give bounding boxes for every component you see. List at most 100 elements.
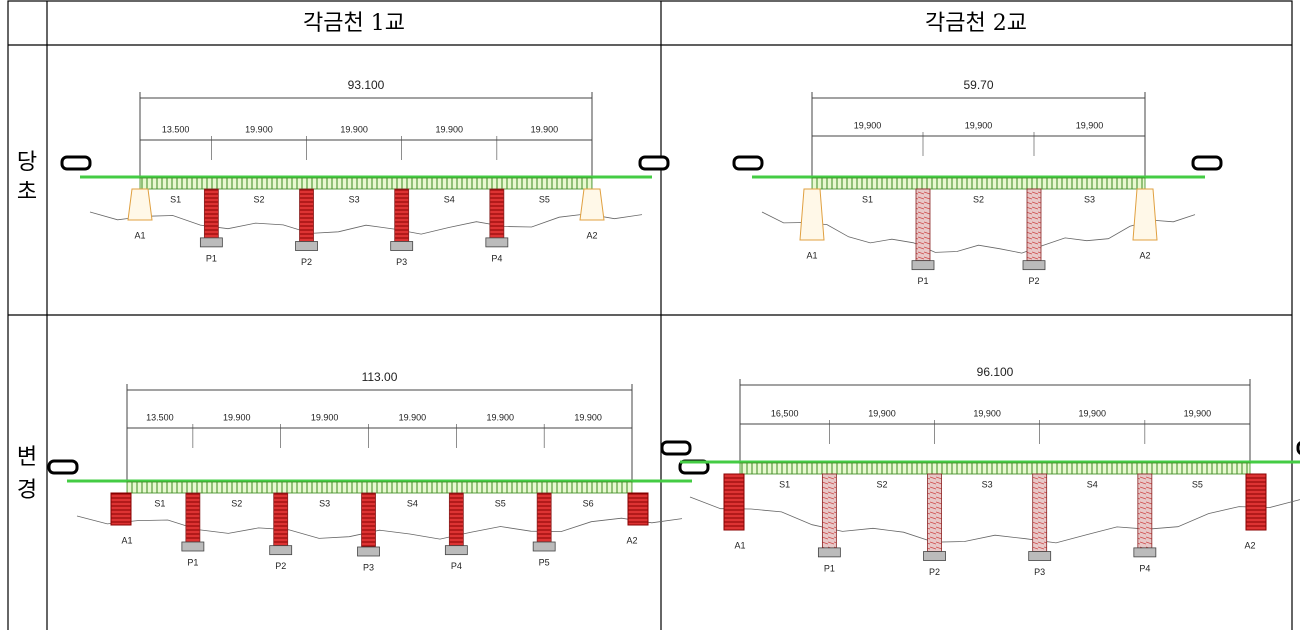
abutment xyxy=(724,474,744,530)
span-name: S1 xyxy=(154,498,165,508)
support-name: P1 xyxy=(187,557,198,567)
span-name: S2 xyxy=(231,498,242,508)
girder xyxy=(127,482,632,493)
total-length: 59.70 xyxy=(963,78,993,92)
pier xyxy=(395,189,409,242)
pier xyxy=(362,493,376,547)
ground-line xyxy=(762,212,1195,253)
footing xyxy=(182,542,204,551)
span-name: S2 xyxy=(253,194,264,204)
column-header: 각금천 1교 xyxy=(303,11,405,36)
footing xyxy=(270,546,292,555)
pier xyxy=(490,189,504,238)
support-name: A2 xyxy=(1244,540,1255,550)
footing xyxy=(486,238,508,247)
span-name: S6 xyxy=(583,498,594,508)
support-name: P3 xyxy=(396,257,407,267)
girder xyxy=(812,178,1145,189)
footing xyxy=(1023,261,1045,270)
abutment xyxy=(800,189,824,240)
footing xyxy=(1029,552,1051,561)
support-name: P1 xyxy=(824,563,835,573)
span-length: 19,900 xyxy=(965,120,993,130)
footing xyxy=(533,542,555,551)
footing xyxy=(818,548,840,557)
span-length: 13.500 xyxy=(146,412,174,422)
total-length: 113.00 xyxy=(362,370,398,384)
abutment xyxy=(1246,474,1266,530)
span-name: S4 xyxy=(407,498,418,508)
support-name: A2 xyxy=(586,230,597,240)
support-name: P4 xyxy=(1139,563,1150,573)
span-name: S1 xyxy=(779,479,790,489)
span-length: 19.900 xyxy=(531,124,559,134)
direction-sign xyxy=(1193,157,1221,169)
support-name: P5 xyxy=(539,557,550,567)
direction-sign xyxy=(640,157,668,169)
pier xyxy=(1033,474,1047,552)
abutment xyxy=(128,189,152,220)
document: 각금천 1교 각금천 2교 당 초 변 경 93.10013.500S119.9… xyxy=(0,0,1300,630)
table-grid xyxy=(8,1,1292,630)
ground-line xyxy=(90,212,642,234)
footing xyxy=(924,552,946,561)
row-label: 경 xyxy=(17,478,37,503)
ground-line xyxy=(77,516,682,539)
support-name: P2 xyxy=(275,561,286,571)
support-name: P2 xyxy=(1028,276,1039,286)
span-length: 19.900 xyxy=(399,412,427,422)
span-length: 19,900 xyxy=(1079,408,1107,418)
span-name: S1 xyxy=(862,194,873,204)
support-name: P3 xyxy=(1034,567,1045,577)
span-length: 16,500 xyxy=(771,408,799,418)
direction-sign xyxy=(49,461,77,473)
pier xyxy=(822,474,836,548)
abutment xyxy=(628,493,648,525)
support-name: A2 xyxy=(1139,250,1150,260)
support-name: A1 xyxy=(134,230,145,240)
footing xyxy=(1134,548,1156,557)
span-name: S5 xyxy=(539,194,550,204)
span-name: S3 xyxy=(982,479,993,489)
footing xyxy=(200,238,222,247)
girder xyxy=(140,178,592,189)
column-header: 각금천 2교 xyxy=(925,11,1027,36)
span-name: S5 xyxy=(1192,479,1203,489)
span-length: 19.900 xyxy=(435,124,463,134)
total-length: 96.100 xyxy=(977,365,1014,379)
support-name: P2 xyxy=(929,567,940,577)
span-length: 19.900 xyxy=(574,412,602,422)
span-length: 19.900 xyxy=(486,412,514,422)
pier xyxy=(204,189,218,238)
direction-sign xyxy=(734,157,762,169)
support-name: A1 xyxy=(806,250,817,260)
direction-sign xyxy=(62,157,90,169)
direction-sign xyxy=(662,442,690,454)
support-name: A1 xyxy=(121,535,132,545)
support-name: P1 xyxy=(206,253,217,263)
pier xyxy=(300,189,314,242)
abutment xyxy=(111,493,131,525)
span-length: 19.900 xyxy=(245,124,273,134)
span-length: 19.900 xyxy=(340,124,368,134)
pier xyxy=(274,493,288,546)
support-name: P4 xyxy=(451,561,462,571)
pier xyxy=(916,189,930,261)
pier xyxy=(537,493,551,542)
span-name: S3 xyxy=(1084,194,1095,204)
support-name: P2 xyxy=(301,257,312,267)
abutment xyxy=(1133,189,1157,240)
span-length: 19,900 xyxy=(973,408,1001,418)
span-length: 19,900 xyxy=(854,120,882,130)
pier xyxy=(1138,474,1152,548)
support-name: P4 xyxy=(491,253,502,263)
span-name: S3 xyxy=(349,194,360,204)
span-name: S2 xyxy=(876,479,887,489)
total-length: 93.100 xyxy=(348,78,385,92)
footing xyxy=(296,242,318,251)
span-length: 13.500 xyxy=(162,124,190,134)
support-name: P1 xyxy=(917,276,928,286)
row-label: 변 xyxy=(17,445,37,470)
footing xyxy=(391,242,413,251)
pier xyxy=(1027,189,1041,261)
